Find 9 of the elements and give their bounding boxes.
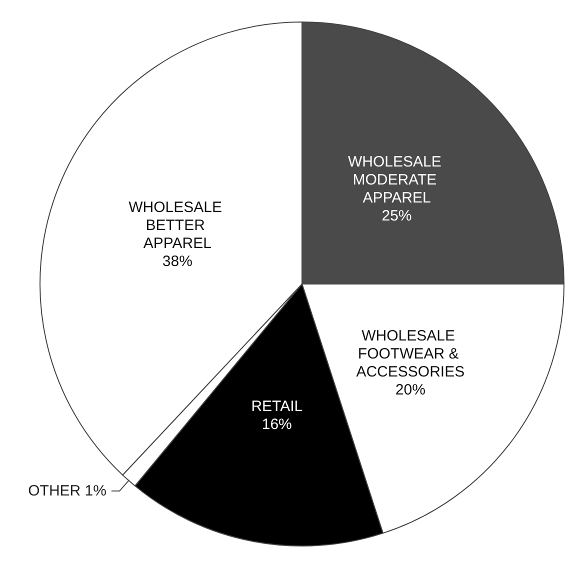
- slice-label: OTHER 1%: [28, 482, 106, 500]
- slice-label: WHOLESALE MODERATE APPAREL: [348, 154, 446, 207]
- data-label: 16%: [262, 416, 292, 434]
- data-label: 20%: [395, 381, 426, 398]
- slice-label: RETAIL: [251, 398, 303, 416]
- slice-label: WHOLESALE FOOTWEAR & ACCESSORIES: [356, 327, 465, 380]
- data-label: 25%: [382, 208, 412, 225]
- data-label: 38%: [162, 253, 192, 270]
- slice-label: WHOLESALE BETTER APPAREL: [128, 199, 226, 252]
